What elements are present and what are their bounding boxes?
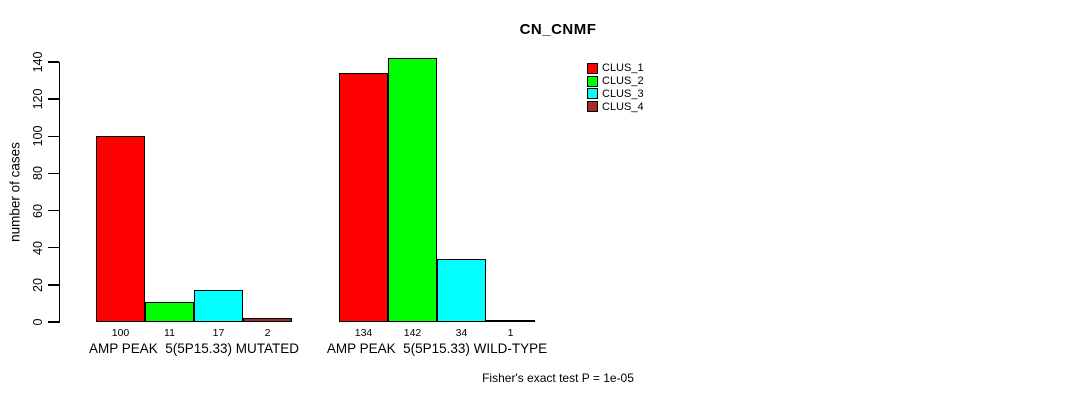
legend-label: CLUS_3 [602, 87, 644, 100]
bar-clus_4-group1 [243, 318, 292, 322]
legend-item: CLUS_1 [587, 62, 644, 75]
y-axis-tick-label: 0 [31, 318, 45, 326]
y-axis-tick [48, 321, 59, 323]
y-axis-tick-label: 80 [31, 166, 45, 181]
legend-swatch-clus_1 [587, 62, 598, 74]
bar-clus_2-group1 [145, 301, 194, 322]
bar-value-label: 2 [264, 327, 271, 339]
y-axis-tick [48, 209, 59, 212]
y-axis-label: number of cases [7, 142, 23, 242]
bar-value-label: 134 [354, 327, 373, 339]
bar-value-label: 17 [212, 327, 225, 339]
bar-value-label: 100 [111, 327, 130, 339]
legend-label: CLUS_4 [602, 100, 644, 113]
bar-clus_1-group1 [96, 136, 145, 322]
y-axis-tick [48, 172, 59, 175]
chart-title: CN_CNMF [519, 21, 597, 38]
y-axis-tick-label: 20 [31, 277, 45, 292]
legend-item: CLUS_2 [587, 75, 644, 88]
category-label: AMP PEAK 5(5P15.33) MUTATED [88, 341, 300, 356]
legend-swatch-clus_4 [587, 101, 598, 113]
y-axis-tick-label: 140 [31, 51, 45, 73]
bar-clus_4-group2 [486, 320, 535, 323]
y-axis-tick [48, 135, 59, 138]
bar-value-label: 11 [164, 327, 175, 339]
y-axis-tick-label: 60 [31, 203, 45, 218]
y-axis-tick-label: 100 [31, 125, 45, 147]
y-axis-tick [48, 284, 59, 286]
bar-clus_2-group2 [388, 58, 437, 322]
bar-clus_1-group2 [339, 73, 388, 322]
y-axis-tick [48, 98, 59, 100]
legend-label: CLUS_1 [602, 62, 644, 75]
legend-swatch-clus_3 [587, 88, 598, 100]
bar-value-label: 34 [455, 327, 468, 339]
legend-swatch-clus_2 [587, 75, 598, 87]
y-axis-tick [48, 61, 59, 63]
legend-label: CLUS_2 [602, 75, 644, 88]
bar-value-label: 1 [507, 327, 514, 339]
y-axis-tick [48, 246, 59, 249]
legend-item: CLUS_4 [587, 100, 644, 113]
legend-item: CLUS_3 [587, 88, 644, 101]
y-axis-tick-label: 40 [31, 240, 45, 255]
y-axis-tick-label: 120 [31, 88, 45, 110]
y-axis-line [58, 61, 60, 323]
category-label: AMP PEAK 5(5P15.33) WILD-TYPE [326, 341, 548, 356]
legend: CLUS_1 CLUS_2 CLUS_3 CLUS_4 [587, 62, 644, 113]
fisher-test-note: Fisher's exact test P = 1e-05 [482, 371, 634, 385]
bar-value-label: 142 [403, 327, 422, 339]
bar-clus_3-group1 [194, 290, 243, 322]
bar-clus_3-group2 [437, 258, 486, 322]
